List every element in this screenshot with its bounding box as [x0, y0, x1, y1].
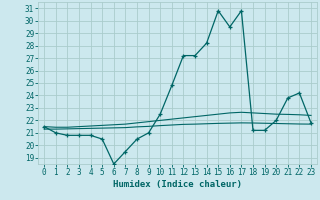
- X-axis label: Humidex (Indice chaleur): Humidex (Indice chaleur): [113, 180, 242, 189]
